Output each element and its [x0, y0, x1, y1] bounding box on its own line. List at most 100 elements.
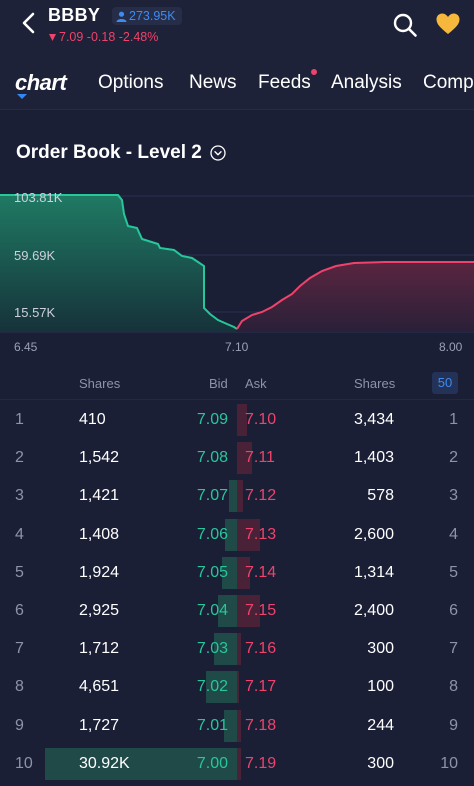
ask-shares: 244	[367, 716, 394, 734]
ask-depth-bar	[237, 747, 241, 780]
order-row: 9 1,727 7.01 7.18 244 9	[0, 707, 474, 745]
ask-shares: 2,600	[353, 525, 394, 543]
rank-right: 6	[449, 601, 458, 619]
bid-price: 7.09	[196, 411, 228, 428]
bid-price: 7.05	[196, 563, 228, 581]
bid-shares: 2,925	[79, 601, 120, 619]
ticker-symbol: BBBY	[48, 5, 101, 25]
bid-depth-bar	[225, 518, 237, 551]
order-row: 3 1,421 7.07 7.12 578 3	[0, 477, 474, 515]
feeds-notification-dot	[311, 69, 317, 75]
ask-depth-area	[237, 262, 474, 332]
order-row: 2 1,542 7.08 7.11 1,403 2	[0, 439, 474, 477]
bid-depth-line	[0, 194, 238, 330]
ask-price: 7.14	[245, 563, 277, 581]
bid-shares: 1,421	[79, 487, 120, 505]
heart-icon[interactable]	[436, 13, 460, 35]
bid-price: 7.01	[196, 716, 228, 734]
rank-right: 7	[449, 640, 458, 658]
price-change-text: 7.09 -0.18 -2.48%	[59, 30, 159, 44]
ask-depth-bar	[237, 404, 247, 436]
tab-bar: chart Options News Feeds Analysis Comp	[0, 60, 474, 110]
ask-depth-bar	[237, 442, 253, 475]
rank-left: 4	[15, 525, 24, 543]
bid-depth-bar	[221, 556, 237, 589]
ask-shares: 300	[367, 640, 394, 658]
bid-shares: 1,712	[79, 640, 120, 658]
ask-price: 7.11	[245, 449, 275, 467]
header-divider	[0, 399, 474, 400]
bid-price: 7.04	[196, 601, 228, 619]
ask-shares: 2,400	[353, 601, 394, 619]
bid-depth-bar	[213, 633, 237, 666]
ask-shares: 100	[367, 678, 394, 696]
bid-depth-bar	[223, 709, 237, 742]
ask-price: 7.10	[245, 411, 277, 428]
rank-left: 8	[15, 678, 24, 696]
down-triangle-icon	[49, 34, 56, 41]
followers-badge[interactable]: 273.95K	[112, 7, 182, 25]
back-arrow-icon[interactable]	[18, 10, 40, 36]
ask-depth-bar	[237, 633, 241, 666]
bid-shares: 4,651	[79, 678, 120, 696]
chart-logo[interactable]: chart	[15, 70, 67, 95]
bid-shares: 1,542	[79, 449, 120, 467]
logo-marker-icon	[17, 94, 27, 99]
ask-price: 7.18	[245, 716, 277, 734]
order-row: 8 4,651 7.02 7.17 100 8	[0, 668, 474, 706]
order-row: 7 1,712 7.03 7.16 300 7	[0, 630, 474, 668]
bid-price: 7.02	[196, 678, 228, 696]
tab-company[interactable]: Comp	[423, 72, 474, 93]
bid-header: Bid	[209, 376, 228, 391]
ask-price: 7.12	[245, 487, 277, 505]
ask-depth-bar	[237, 709, 241, 742]
ask-price: 7.15	[245, 601, 277, 619]
ask-header: Ask	[245, 376, 267, 391]
tab-analysis[interactable]: Analysis	[331, 72, 402, 93]
rank-left: 10	[15, 754, 33, 772]
bid-price: 7.06	[196, 525, 228, 543]
bid-depth-area	[0, 195, 237, 332]
rank-left: 3	[15, 487, 24, 505]
rank-right: 9	[449, 716, 458, 734]
ask-price: 7.13	[245, 525, 277, 543]
depth-level-button[interactable]: 50	[432, 372, 458, 394]
ask-depth-bar	[237, 556, 251, 589]
ask-depth-line	[236, 261, 474, 330]
chevron-down-circle-icon	[210, 145, 226, 161]
ask-depth-bar	[237, 518, 261, 551]
rank-left: 1	[15, 411, 24, 428]
rank-left: 9	[15, 716, 24, 734]
order-row: 5 1,924 7.05 7.14 1,314 5	[0, 554, 474, 592]
x-tick-label: 7.10	[225, 340, 249, 354]
bid-shares: 1,408	[79, 525, 120, 543]
depth-chart	[0, 194, 474, 333]
ask-depth-bar	[237, 671, 239, 704]
section-title: Order Book - Level 2	[16, 142, 202, 163]
rank-right: 3	[449, 487, 458, 505]
tab-news[interactable]: News	[189, 72, 237, 93]
bid-depth-bar	[229, 480, 237, 513]
bid-shares: 1,924	[79, 563, 120, 581]
bid-price: 7.08	[196, 449, 228, 467]
ask-shares: 300	[367, 754, 394, 772]
price-change: 7.09 -0.18 -2.48%	[49, 30, 158, 44]
ask-depth-bar	[237, 480, 243, 513]
ask-shares: 1,314	[353, 563, 394, 581]
tab-feeds[interactable]: Feeds	[258, 72, 311, 93]
ask-depth-bar	[237, 594, 261, 627]
order-book-selector[interactable]: Order Book - Level 2	[16, 142, 226, 164]
search-icon[interactable]	[392, 12, 418, 38]
bid-depth-bar	[206, 671, 237, 704]
bid-depth-bar	[217, 594, 237, 627]
ask-shares-header: Shares	[354, 376, 396, 391]
x-tick-label: 6.45	[14, 340, 38, 354]
order-row: 1 410 7.09 7.10 3,434 1	[0, 401, 474, 439]
rank-right: 2	[449, 449, 458, 467]
rank-right: 10	[440, 754, 458, 772]
y-tick-label: 15.57K	[14, 305, 56, 320]
rank-right: 1	[449, 411, 458, 428]
rank-left: 7	[15, 640, 24, 658]
order-row: 4 1,408 7.06 7.13 2,600 4	[0, 516, 474, 554]
tab-options[interactable]: Options	[98, 72, 164, 93]
